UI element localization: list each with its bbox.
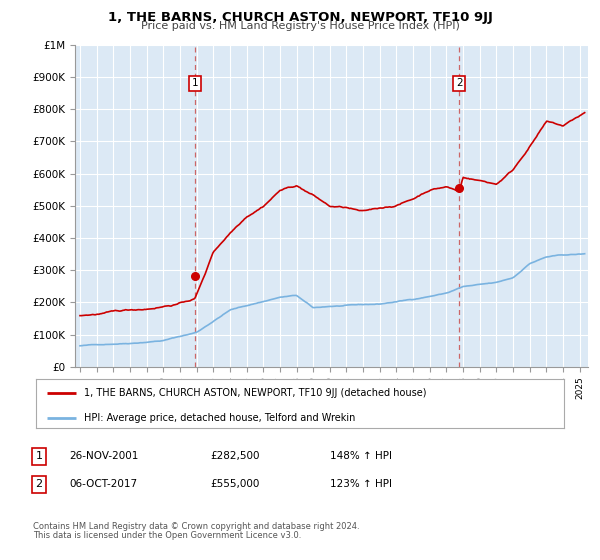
Text: 2: 2 (35, 479, 43, 489)
Text: 1: 1 (35, 451, 43, 461)
Text: £555,000: £555,000 (210, 479, 259, 489)
Text: 26-NOV-2001: 26-NOV-2001 (69, 451, 139, 461)
Text: £282,500: £282,500 (210, 451, 260, 461)
Text: This data is licensed under the Open Government Licence v3.0.: This data is licensed under the Open Gov… (33, 531, 301, 540)
Text: 06-OCT-2017: 06-OCT-2017 (69, 479, 137, 489)
Text: 2: 2 (456, 78, 463, 88)
Text: 123% ↑ HPI: 123% ↑ HPI (330, 479, 392, 489)
Text: 1: 1 (192, 78, 199, 88)
Text: 148% ↑ HPI: 148% ↑ HPI (330, 451, 392, 461)
Text: Contains HM Land Registry data © Crown copyright and database right 2024.: Contains HM Land Registry data © Crown c… (33, 522, 359, 531)
Text: 1, THE BARNS, CHURCH ASTON, NEWPORT, TF10 9JJ (detached house): 1, THE BARNS, CHURCH ASTON, NEWPORT, TF1… (83, 388, 426, 398)
Text: Price paid vs. HM Land Registry's House Price Index (HPI): Price paid vs. HM Land Registry's House … (140, 21, 460, 31)
Text: HPI: Average price, detached house, Telford and Wrekin: HPI: Average price, detached house, Telf… (83, 413, 355, 423)
Text: 1, THE BARNS, CHURCH ASTON, NEWPORT, TF10 9JJ: 1, THE BARNS, CHURCH ASTON, NEWPORT, TF1… (107, 11, 493, 24)
